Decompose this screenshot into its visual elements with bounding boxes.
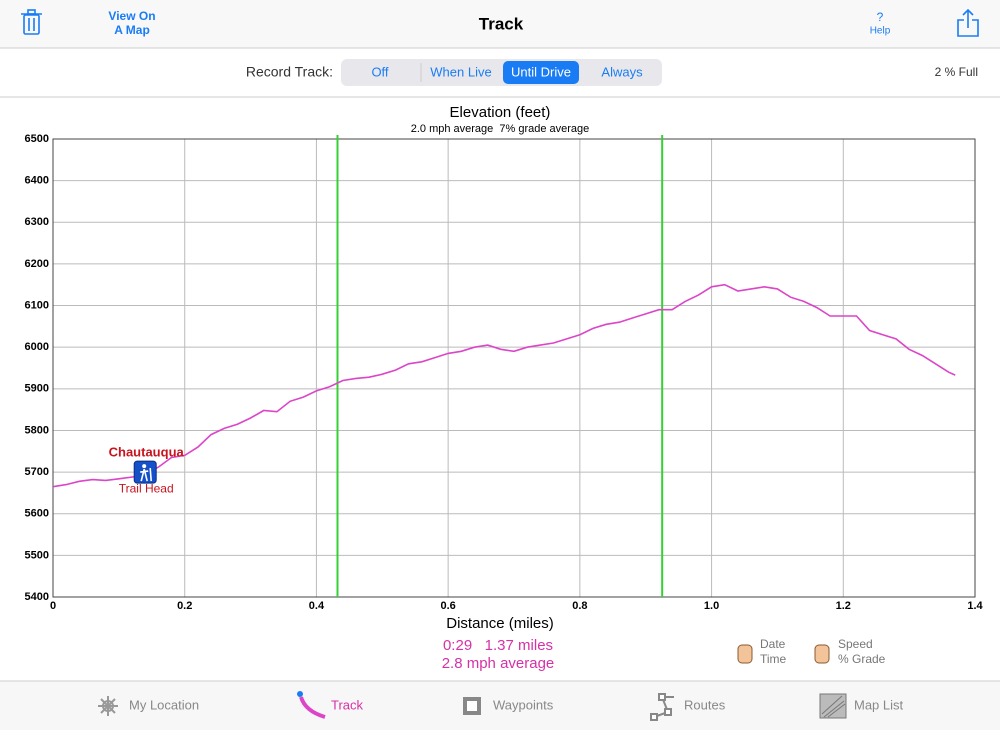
help-button[interactable]: Help [870, 26, 891, 37]
plot-area [53, 139, 975, 597]
axis-option[interactable]: Time [760, 652, 787, 666]
y-tick-label: 6100 [25, 299, 49, 311]
elevation-line [52, 283, 956, 488]
y-tick-label: 6500 [25, 133, 49, 145]
annotation-title: Chautauqua [109, 445, 185, 460]
y-tick-label: 5400 [25, 591, 49, 603]
x-tick-label: 1.0 [704, 600, 719, 612]
x-tick-label: 0.4 [309, 600, 325, 612]
map-button[interactable]: View On [108, 9, 155, 23]
y-tick-label: 5700 [25, 466, 49, 478]
x-tick-label: 0.8 [572, 600, 587, 612]
tab-icon[interactable] [297, 691, 326, 719]
y-tick-label: 5500 [25, 549, 49, 561]
segment-option[interactable]: Always [601, 64, 643, 79]
help-icon[interactable]: ? [877, 10, 884, 24]
nav-title: Track [479, 14, 524, 33]
x-tick-label: 1.2 [836, 600, 851, 612]
tab-label[interactable]: Track [331, 697, 364, 712]
x-tick-label: 1.4 [967, 600, 983, 612]
storage-status: 2 % Full [935, 65, 978, 79]
segment-selected [503, 61, 579, 84]
hand-icon[interactable] [737, 644, 753, 664]
tab-label[interactable]: My Location [129, 697, 199, 712]
tab-icon[interactable] [650, 693, 674, 721]
y-tick-label: 5800 [25, 424, 49, 436]
stats-line: 2.8 mph average [442, 655, 555, 672]
tab-label[interactable]: Routes [684, 697, 726, 712]
hiker-glyph [142, 464, 147, 469]
record-label: Record Track: [246, 64, 333, 80]
axis-option[interactable]: Speed [838, 637, 873, 651]
axis-option[interactable]: % Grade [838, 652, 886, 666]
x-tick-label: 0 [50, 600, 56, 612]
y-tick-label: 6000 [25, 341, 49, 353]
plot-frame [52, 138, 976, 598]
segment-option[interactable]: Until Drive [511, 64, 571, 79]
nav-bar [0, 0, 1000, 48]
tab-icon[interactable] [463, 697, 481, 715]
x-tick-label: 0.6 [440, 600, 455, 612]
tab-icon[interactable] [98, 696, 118, 716]
hand-icon[interactable] [814, 644, 830, 664]
y-tick-label: 6400 [25, 175, 49, 187]
segment-option[interactable]: When Live [430, 64, 491, 79]
share-button[interactable] [957, 8, 979, 37]
chart-subtitle: 2.0 mph average 7% grade average [411, 123, 590, 135]
tab-label[interactable]: Map List [854, 697, 904, 712]
x-axis-label: Distance (miles) [446, 615, 554, 632]
trash-button[interactable] [21, 9, 42, 35]
x-tick-label: 0.2 [177, 600, 192, 612]
hiker-glyph [140, 468, 152, 482]
annotation-label: Trail Head [119, 481, 174, 495]
stats-line: 0:29 1.37 miles [443, 637, 553, 654]
tab-label[interactable]: Waypoints [493, 697, 554, 712]
tab-icon[interactable] [819, 693, 847, 719]
y-tick-label: 5900 [25, 383, 49, 395]
y-tick-label: 6200 [25, 258, 49, 270]
y-tick-label: 5600 [25, 508, 49, 520]
map-button[interactable]: A Map [114, 23, 150, 37]
segment-option[interactable]: Off [371, 64, 388, 79]
y-tick-label: 6300 [25, 216, 49, 228]
chart-title: Elevation (feet) [450, 104, 551, 121]
axis-option[interactable]: Date [760, 637, 786, 651]
